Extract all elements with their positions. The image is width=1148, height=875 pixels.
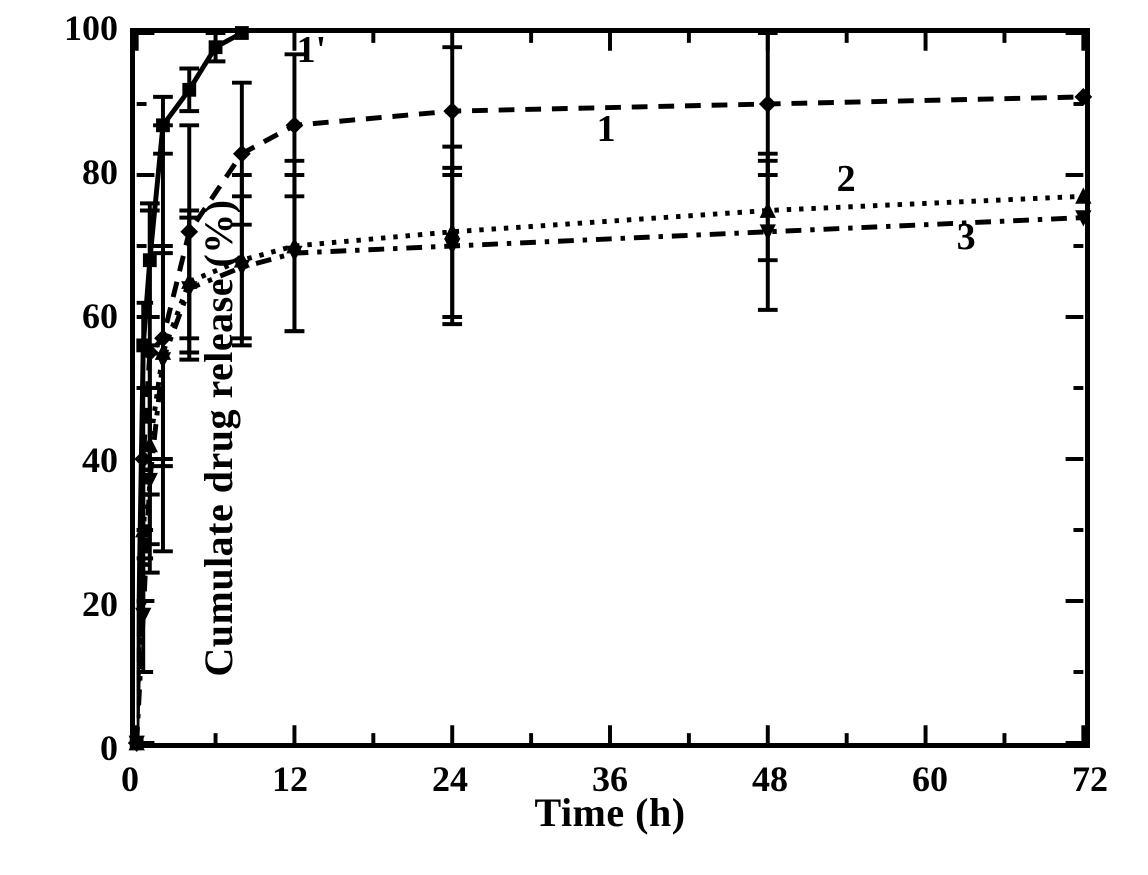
- series-label: 2: [837, 157, 856, 201]
- x-tick-label: 24: [432, 758, 468, 800]
- drug-release-chart: Cumulate drug release (%) Time (h) 01224…: [0, 0, 1148, 875]
- y-tick-label: 80: [48, 151, 118, 193]
- series-3: [129, 154, 1092, 752]
- x-tick-label: 0: [121, 758, 139, 800]
- y-tick-label: 20: [48, 583, 118, 625]
- x-tick-label: 48: [752, 758, 788, 800]
- y-tick-label: 40: [48, 439, 118, 481]
- x-tick-label: 36: [592, 758, 628, 800]
- y-tick-label: 0: [48, 727, 118, 769]
- y-axis-title: Cumulate drug release (%): [195, 199, 242, 676]
- series-label: 3: [957, 215, 976, 259]
- series-label: 1: [597, 107, 616, 151]
- series-label: 1': [297, 28, 327, 72]
- y-tick-label: 100: [48, 7, 118, 49]
- y-tick-label: 60: [48, 295, 118, 337]
- x-tick-label: 72: [1072, 758, 1108, 800]
- x-tick-label: 12: [272, 758, 308, 800]
- x-tick-label: 60: [912, 758, 948, 800]
